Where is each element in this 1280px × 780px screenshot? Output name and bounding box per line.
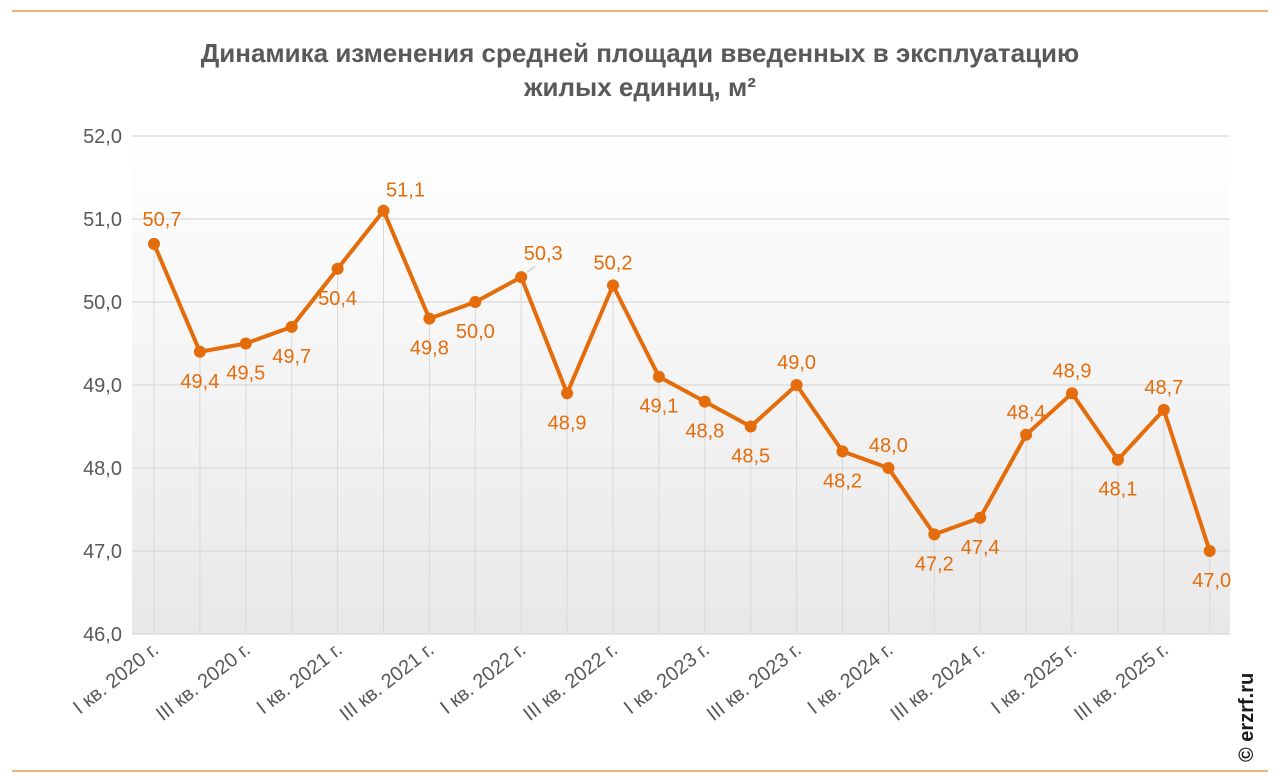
- y-tick-label: 52,0: [83, 126, 122, 148]
- x-tick-label: I кв. 2023 г.: [620, 639, 714, 719]
- data-point: [882, 462, 895, 474]
- y-tick-label: 46,0: [83, 624, 122, 646]
- data-label: 50,2: [594, 252, 633, 274]
- y-tick-label: 48,0: [83, 458, 122, 480]
- data-point: [1111, 453, 1124, 466]
- data-label: 48,9: [548, 412, 587, 434]
- data-point: [515, 271, 528, 284]
- data-label: 50,4: [318, 288, 357, 310]
- watermark: © erzrf.ru: [1236, 672, 1258, 762]
- x-tick-label: III кв. 2021 г.: [336, 639, 439, 726]
- x-tick-label: III кв. 2020 г.: [152, 639, 255, 726]
- bottom-rule: [12, 770, 1268, 772]
- data-label: 50,3: [524, 243, 563, 265]
- data-label: 47,2: [915, 553, 954, 575]
- y-tick-label: 47,0: [83, 541, 122, 563]
- y-tick-label: 51,0: [83, 209, 122, 231]
- data-point: [331, 262, 344, 275]
- x-tick-label: I кв. 2021 г.: [253, 639, 347, 719]
- data-point: [790, 379, 803, 391]
- data-point: [1066, 387, 1078, 400]
- x-tick-label: III кв. 2024 г.: [887, 639, 990, 726]
- data-label: 47,4: [961, 537, 1000, 559]
- data-point: [148, 237, 160, 250]
- data-point: [285, 320, 298, 333]
- data-point: [377, 204, 390, 217]
- y-tick-label: 49,0: [83, 375, 122, 397]
- data-point: [836, 445, 849, 458]
- data-point: [1020, 428, 1033, 441]
- data-point: [652, 370, 665, 383]
- data-label: 50,0: [456, 321, 495, 343]
- data-label: 49,7: [272, 346, 311, 368]
- data-label: 48,8: [685, 421, 724, 443]
- data-point: [974, 511, 987, 524]
- data-point: [239, 337, 252, 350]
- x-tick-label: I кв. 2020 г.: [69, 639, 163, 719]
- data-label: 48,9: [1053, 360, 1092, 382]
- data-point: [193, 345, 206, 358]
- data-label: 48,2: [823, 470, 862, 492]
- data-label: 48,5: [731, 446, 770, 468]
- data-label: 49,8: [410, 338, 449, 360]
- data-point: [698, 395, 711, 408]
- data-label: 49,5: [226, 363, 265, 385]
- data-label: 50,7: [143, 209, 182, 231]
- x-tick-label: III кв. 2023 г.: [703, 639, 806, 726]
- data-point: [469, 296, 482, 308]
- y-tick-label: 50,0: [83, 292, 122, 314]
- data-label: 48,7: [1144, 377, 1183, 399]
- chart-title: Динамика изменения средней площади введе…: [140, 36, 1140, 104]
- data-label: 49,4: [180, 371, 219, 393]
- data-label: 49,0: [777, 352, 816, 374]
- data-label: 49,1: [639, 396, 678, 418]
- data-point: [928, 528, 941, 541]
- x-tick-label: III кв. 2022 г.: [519, 639, 622, 726]
- series-line: [152, 208, 1212, 553]
- chart-title-line-2: жилых единиц, м²: [524, 72, 756, 102]
- data-point: [561, 387, 574, 400]
- data-label: 47,0: [1192, 570, 1231, 592]
- data-point: [1203, 545, 1216, 557]
- data-point: [1157, 403, 1170, 416]
- leader-line: [526, 265, 536, 273]
- x-tick-label: I кв. 2025 г.: [987, 639, 1081, 719]
- top-rule: [12, 10, 1268, 12]
- chart-title-line-1: Динамика изменения средней площади введе…: [200, 38, 1080, 68]
- data-label: 48,4: [1007, 402, 1046, 424]
- x-tick-label: I кв. 2022 г.: [436, 639, 530, 719]
- data-point: [744, 420, 757, 433]
- data-label: 48,0: [869, 435, 908, 457]
- data-point: [423, 312, 436, 325]
- x-tick-label: III кв. 2025 г.: [1070, 639, 1173, 726]
- x-tick-label: I кв. 2024 г.: [804, 639, 898, 719]
- data-label: 48,1: [1098, 479, 1137, 501]
- data-point: [607, 279, 619, 292]
- data-label: 51,1: [386, 180, 425, 202]
